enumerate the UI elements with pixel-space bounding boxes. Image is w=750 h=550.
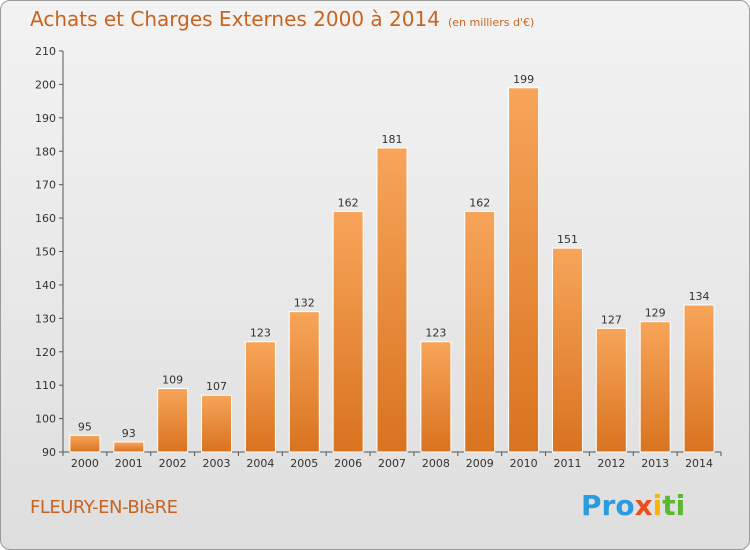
data-label: 151 xyxy=(557,233,578,246)
place-name: FLEURY-EN-BIèRE xyxy=(30,497,178,518)
data-label: 123 xyxy=(425,327,446,340)
data-label: 129 xyxy=(645,307,666,320)
bar xyxy=(639,321,671,453)
y-tick-label: 210 xyxy=(35,45,56,58)
x-tick-label: 2008 xyxy=(422,457,450,470)
chart-axes: 90 100 110 120 130 140 150 160 170 180 190 200 210 20… xyxy=(35,45,722,470)
bar xyxy=(595,327,627,453)
bar xyxy=(113,441,145,453)
y-tick-label: 90 xyxy=(42,446,56,459)
bar xyxy=(69,434,101,453)
y-tick-label: 170 xyxy=(35,179,56,192)
y-tick-label: 200 xyxy=(35,78,56,91)
data-label: 162 xyxy=(338,196,359,209)
chart-title-text: Achats et Charges Externes 2000 à 2014 xyxy=(30,7,440,31)
data-label: 199 xyxy=(513,73,534,86)
bar xyxy=(508,87,540,453)
y-tick-label: 100 xyxy=(35,413,56,426)
data-label: 109 xyxy=(162,374,183,387)
x-tick-label: 2002 xyxy=(159,457,187,470)
x-tick-label: 2004 xyxy=(246,457,274,470)
x-tick-label: 2009 xyxy=(466,457,494,470)
data-label: 132 xyxy=(294,297,315,310)
bar xyxy=(376,147,408,453)
data-label: 134 xyxy=(689,290,710,303)
proxiti-logo: Proxiti xyxy=(581,489,686,522)
bar xyxy=(332,210,364,453)
y-tick-label: 180 xyxy=(35,145,56,158)
y-tick-label: 120 xyxy=(35,346,56,359)
x-tick-label: 2012 xyxy=(597,457,625,470)
chart-title: Achats et Charges Externes 2000 à 2014 (e… xyxy=(30,7,534,31)
y-tick-label: 130 xyxy=(35,312,56,325)
bar xyxy=(201,394,233,453)
bar xyxy=(551,247,583,453)
data-label: 107 xyxy=(206,380,227,393)
x-tick-label: 2003 xyxy=(203,457,231,470)
bar xyxy=(288,311,320,453)
y-tick-label: 190 xyxy=(35,112,56,125)
chart-subtitle: (en milliers d'€) xyxy=(447,16,535,29)
chart-bars: 95 93 109 107 123 132 162 181 123 162 199 151 127 129… xyxy=(69,73,715,453)
data-label: 93 xyxy=(122,427,136,440)
x-tick-label: 2010 xyxy=(510,457,538,470)
x-tick-label: 2007 xyxy=(378,457,406,470)
data-label: 123 xyxy=(250,327,271,340)
x-tick-label: 2001 xyxy=(115,457,143,470)
y-tick-label: 140 xyxy=(35,279,56,292)
x-tick-label: 2005 xyxy=(290,457,318,470)
data-label: 162 xyxy=(469,196,490,209)
data-label: 95 xyxy=(78,420,92,433)
x-tick-label: 2014 xyxy=(685,457,713,470)
x-tick-label: 2013 xyxy=(641,457,669,470)
bar xyxy=(683,304,715,453)
y-tick-label: 150 xyxy=(35,246,56,259)
x-tick-label: 2011 xyxy=(553,457,581,470)
bar xyxy=(464,210,496,453)
bar xyxy=(244,341,276,453)
y-tick-label: 110 xyxy=(35,379,56,392)
data-label: 181 xyxy=(382,133,403,146)
bar xyxy=(157,388,189,453)
x-tick-label: 2000 xyxy=(71,457,99,470)
y-tick-label: 160 xyxy=(35,212,56,225)
x-tick-label: 2006 xyxy=(334,457,362,470)
data-label: 127 xyxy=(601,313,622,326)
bar xyxy=(420,341,452,453)
